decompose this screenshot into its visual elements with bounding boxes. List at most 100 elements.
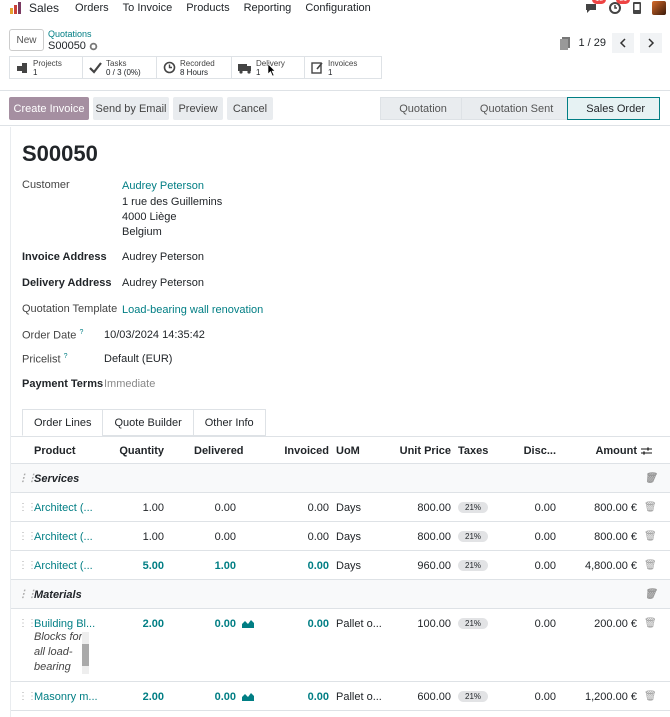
- trash-icon[interactable]: 🗑: [644, 618, 657, 629]
- line-product[interactable]: Architect (...: [34, 559, 93, 572]
- line-uom[interactable]: Days: [336, 559, 362, 572]
- column-settings-button[interactable]: [641, 437, 652, 464]
- table-row[interactable]: ⋮⋮ Masonry m... 2.00 0.00 0.00 Pallet o.…: [11, 682, 670, 711]
- quotation-template-field[interactable]: Load-bearing wall renovation: [122, 304, 264, 316]
- app-switcher[interactable]: Sales: [0, 1, 75, 15]
- line-uom[interactable]: Pallet o...: [336, 690, 382, 703]
- menu-reporting[interactable]: Reporting: [243, 2, 292, 14]
- drag-handle-icon[interactable]: ⋮⋮: [18, 691, 37, 702]
- drag-handle-icon[interactable]: ⋮⋮: [18, 560, 37, 571]
- recorded-smart-button[interactable]: Recorded 8 Hours: [157, 57, 232, 78]
- tax-badge[interactable]: 21%: [458, 531, 489, 542]
- create-invoice-button[interactable]: Create Invoice: [9, 97, 89, 120]
- line-description[interactable]: Blocks for all load- bearing: [34, 630, 82, 675]
- line-unit-price[interactable]: 600.00: [417, 690, 451, 703]
- help-icon[interactable]: ?: [79, 329, 84, 336]
- delivery-address-field[interactable]: Audrey Peterson: [122, 277, 204, 289]
- gear-icon[interactable]: [89, 42, 98, 51]
- col-invoiced[interactable]: Invoiced: [284, 444, 329, 457]
- line-quantity[interactable]: 2.00: [142, 690, 164, 703]
- drag-handle-icon[interactable]: ⋮⋮: [18, 473, 37, 484]
- forecast-chart-icon[interactable]: [242, 609, 254, 638]
- menu-to-invoice[interactable]: To Invoice: [122, 2, 173, 14]
- send-by-email-button[interactable]: Send by Email: [93, 97, 169, 120]
- stage-quotation[interactable]: Quotation: [380, 97, 462, 120]
- trash-icon[interactable]: 🗑: [644, 502, 657, 513]
- line-delivered[interactable]: 0.00: [214, 501, 236, 514]
- forecast-chart-icon[interactable]: [242, 682, 254, 711]
- payment-terms-field[interactable]: Immediate: [104, 378, 156, 390]
- col-taxes[interactable]: Taxes: [458, 444, 489, 457]
- line-uom[interactable]: Pallet o...: [336, 617, 382, 630]
- menu-configuration[interactable]: Configuration: [305, 2, 371, 14]
- col-uom[interactable]: UoM: [336, 444, 360, 457]
- line-product[interactable]: Building Bl...: [34, 617, 96, 630]
- line-delivered[interactable]: 0.00: [214, 690, 236, 703]
- pager-next-button[interactable]: [640, 33, 662, 53]
- drag-handle-icon[interactable]: ⋮⋮: [18, 502, 37, 513]
- menu-products[interactable]: Products: [186, 2, 230, 14]
- new-button[interactable]: New: [9, 29, 44, 51]
- line-product[interactable]: Masonry m...: [34, 690, 98, 703]
- section-name[interactable]: Services: [34, 472, 80, 485]
- trash-icon[interactable]: 🗑: [644, 531, 657, 542]
- line-quantity[interactable]: 2.00: [142, 617, 164, 630]
- drag-handle-icon[interactable]: ⋮⋮: [18, 618, 37, 629]
- app-brand[interactable]: Sales: [29, 1, 60, 15]
- stage-sales-order[interactable]: Sales Order: [567, 97, 660, 120]
- tab-other-info[interactable]: Other Info: [192, 409, 266, 436]
- line-unit-price[interactable]: 100.00: [417, 617, 451, 630]
- section-name[interactable]: Materials: [34, 588, 82, 601]
- tax-badge[interactable]: 21%: [458, 560, 489, 571]
- col-quantity[interactable]: Quantity: [119, 444, 164, 457]
- drag-handle-icon[interactable]: ⋮⋮: [18, 589, 37, 600]
- line-unit-price[interactable]: 960.00: [417, 559, 451, 572]
- order-date-field[interactable]: 10/03/2024 14:35:42: [104, 329, 205, 341]
- line-delivered[interactable]: 1.00: [214, 559, 236, 572]
- invoice-address-field[interactable]: Audrey Peterson: [122, 251, 204, 263]
- line-quantity[interactable]: 5.00: [142, 559, 164, 572]
- table-row[interactable]: ⋮⋮ Building Bl... Blocks for all load- b…: [11, 609, 670, 682]
- trash-icon[interactable]: 🗑: [644, 560, 657, 571]
- pager-previous-button[interactable]: [612, 33, 634, 53]
- tab-quote-builder[interactable]: Quote Builder: [102, 409, 194, 436]
- line-discount[interactable]: 0.00: [534, 690, 556, 703]
- pricelist-field[interactable]: Default (EUR): [104, 353, 173, 365]
- pager-value[interactable]: 1 / 29: [578, 37, 606, 49]
- section-row-materials[interactable]: ⋮⋮ Materials 🗑: [11, 580, 670, 609]
- delivery-smart-button[interactable]: Delivery 1: [232, 57, 305, 78]
- trash-icon[interactable]: 🗑: [644, 473, 657, 484]
- table-row[interactable]: ⋮⋮ Architect (... 5.00 1.00 0.00 Days 96…: [11, 551, 670, 580]
- stage-quotation-sent[interactable]: Quotation Sent: [460, 97, 569, 120]
- user-avatar[interactable]: [652, 1, 666, 15]
- trash-icon[interactable]: 🗑: [644, 589, 657, 600]
- col-discount[interactable]: Disc...: [523, 444, 556, 457]
- drag-handle-icon[interactable]: ⋮⋮: [18, 531, 37, 542]
- documents-icon[interactable]: [560, 36, 572, 50]
- activities-button[interactable]: 31: [608, 0, 630, 15]
- col-delivered[interactable]: Delivered: [194, 444, 244, 457]
- line-discount[interactable]: 0.00: [534, 559, 556, 572]
- projects-smart-button[interactable]: Projects 1: [10, 57, 83, 78]
- col-amount[interactable]: Amount: [595, 444, 637, 457]
- phone-icon[interactable]: [632, 1, 642, 15]
- line-product[interactable]: Architect (...: [34, 530, 93, 543]
- table-row[interactable]: ⋮⋮ Architect (... 1.00 0.00 0.00 Days 80…: [11, 493, 670, 522]
- line-uom[interactable]: Days: [336, 530, 362, 543]
- line-delivered[interactable]: 0.00: [214, 617, 236, 630]
- tasks-smart-button[interactable]: Tasks 0 / 3 (0%): [83, 57, 157, 78]
- section-row-services[interactable]: ⋮⋮ Services 🗑: [11, 464, 670, 493]
- line-quantity[interactable]: 1.00: [142, 501, 164, 514]
- help-icon[interactable]: ?: [63, 353, 68, 360]
- invoices-smart-button[interactable]: Invoices 1: [305, 57, 381, 78]
- tab-order-lines[interactable]: Order Lines: [22, 409, 104, 436]
- menu-orders[interactable]: Orders: [75, 2, 109, 14]
- cancel-button[interactable]: Cancel: [227, 97, 273, 120]
- line-product[interactable]: Architect (...: [34, 501, 93, 514]
- line-discount[interactable]: 0.00: [534, 530, 556, 543]
- preview-button[interactable]: Preview: [173, 97, 223, 120]
- messages-button[interactable]: 18: [584, 0, 606, 15]
- line-uom[interactable]: Days: [336, 501, 362, 514]
- line-discount[interactable]: 0.00: [534, 501, 556, 514]
- col-product[interactable]: Product: [34, 444, 76, 457]
